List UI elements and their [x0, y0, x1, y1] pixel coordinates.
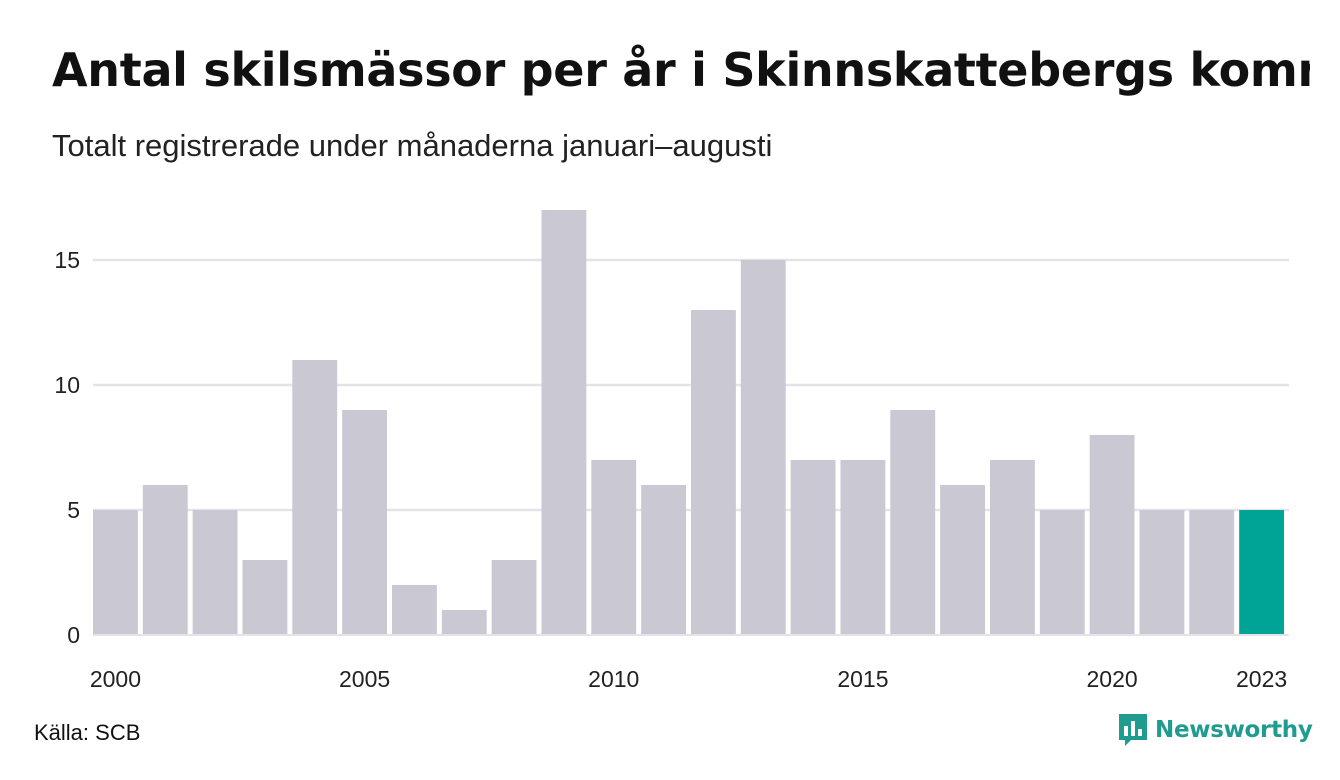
- x-tick-label: 2005: [339, 666, 390, 692]
- bar-2016: [890, 410, 936, 635]
- bar-chart: 0 5 10 15 2000 2005 2010 2015 2020 2023: [54, 210, 1289, 692]
- source-note: Källa: SCB: [34, 720, 141, 745]
- bar-2019: [1039, 510, 1085, 635]
- y-tick-label: 5: [67, 497, 80, 523]
- bar-2009: [541, 210, 587, 635]
- bar-2023: [1239, 510, 1284, 635]
- newsworthy-logo: Newsworthy: [1117, 712, 1313, 748]
- bar-2008: [491, 560, 537, 635]
- bar-2005: [342, 410, 387, 635]
- bar-2018: [990, 460, 1035, 635]
- chart-subtitle: Totalt registrerade under månaderna janu…: [52, 128, 773, 163]
- bar-2020: [1089, 435, 1135, 635]
- bar-2014: [790, 460, 836, 635]
- y-tick-label: 10: [54, 372, 80, 398]
- bar-2015: [840, 460, 886, 635]
- x-tick-label: 2015: [837, 666, 888, 692]
- x-tick-label: 2010: [588, 666, 639, 692]
- bar-2002: [192, 510, 238, 635]
- brand-name: Newsworthy: [1155, 717, 1313, 743]
- bar-2022: [1189, 510, 1235, 635]
- newsworthy-icon: [1119, 714, 1147, 746]
- x-tick-label: 2000: [90, 666, 141, 692]
- bar-2006: [392, 585, 437, 635]
- y-tick-label: 0: [67, 622, 80, 648]
- y-tick-label: 15: [54, 247, 80, 273]
- bar-2000: [93, 510, 138, 635]
- bar-2003: [242, 560, 288, 635]
- x-tick-label: 2020: [1086, 666, 1137, 692]
- bar-2001: [142, 485, 188, 635]
- bar-2010: [591, 460, 637, 635]
- chart-title: Antal skilsmässor per år i Skinnskattebe…: [52, 43, 1310, 97]
- bar-2007: [441, 610, 487, 635]
- bar-2011: [641, 485, 686, 635]
- bar-2012: [691, 310, 736, 635]
- bar-2004: [292, 360, 338, 635]
- bar-2017: [940, 485, 985, 635]
- x-tick-label: 2023: [1236, 666, 1287, 692]
- bar-2021: [1139, 510, 1185, 635]
- bar-2013: [740, 260, 786, 635]
